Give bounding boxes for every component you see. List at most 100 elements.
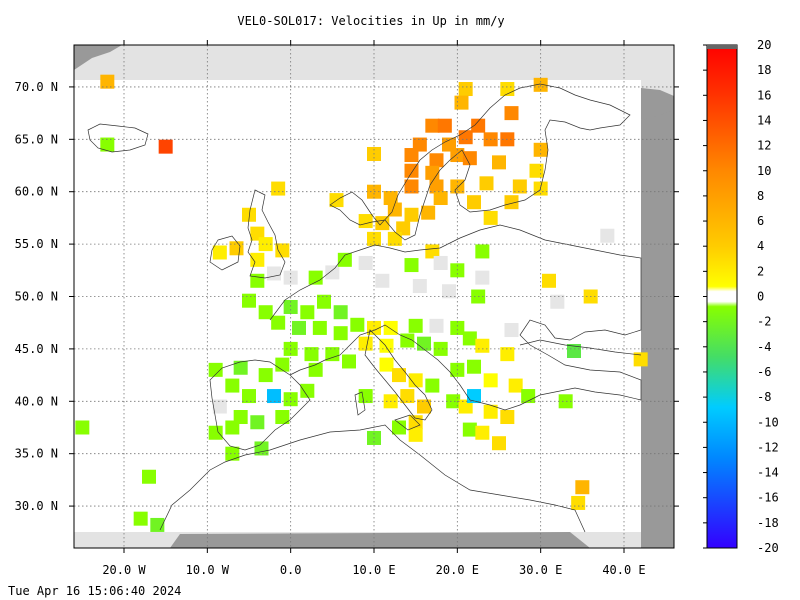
northwest-land (74, 45, 122, 70)
velocity-cell (492, 155, 506, 170)
velocity-cell (408, 373, 423, 388)
velocity-cell (358, 214, 373, 229)
coastline-africa (159, 424, 586, 533)
velocity-cell (450, 320, 465, 335)
velocity-cell (258, 368, 273, 383)
velocity-cell (433, 341, 448, 356)
colorbar-label: 12 (757, 139, 771, 153)
colorbar-label: 4 (757, 239, 764, 253)
velocity-cell (429, 179, 444, 194)
colorbar-label: 10 (757, 164, 771, 178)
colorbar-label: -6 (757, 365, 771, 379)
velocity-cell (258, 237, 273, 252)
velocity-cell (275, 243, 290, 258)
velocity-cell (379, 338, 394, 353)
colorbar-label: 2 (757, 264, 764, 278)
velocity-cell (633, 352, 648, 367)
velocity-cell (408, 318, 423, 333)
velocity-cell (133, 511, 148, 526)
east-mask (641, 100, 674, 548)
velocity-cell (417, 336, 431, 351)
colorbar-label: 18 (757, 63, 771, 77)
velocity-cell (242, 207, 256, 222)
x-tick-label: 10.0 E (352, 563, 395, 577)
velocity-cell (479, 176, 494, 191)
velocity-cell (550, 294, 565, 309)
velocity-cell (425, 165, 440, 180)
velocity-cell (462, 422, 477, 437)
velocity-cell (500, 410, 515, 425)
velocity-cell (100, 137, 115, 152)
velocity-cell (429, 153, 444, 168)
velocity-cell (558, 394, 573, 409)
y-tick-label: 60.0 N (15, 185, 58, 199)
velocity-cell (483, 210, 498, 225)
velocity-cell (471, 118, 486, 133)
colorbar-label: -12 (757, 440, 779, 454)
colorbar-label: 16 (757, 88, 771, 102)
y-tick-label: 65.0 N (15, 132, 58, 146)
velocity-cell (504, 323, 519, 338)
velocity-cell (508, 378, 523, 393)
velocity-cell (400, 333, 415, 348)
coastline-sardinia (354, 391, 366, 416)
velocity-cell (312, 320, 327, 335)
velocity-cell (325, 347, 340, 362)
coastlines (87, 83, 642, 533)
colorbar-label: -14 (757, 466, 779, 480)
velocity-cell (242, 293, 256, 308)
velocity-cell (475, 244, 490, 259)
x-tick-label: 20.0 E (436, 563, 479, 577)
velocity-cell (475, 270, 490, 285)
velocity-cell (412, 279, 427, 294)
velocity-cells (75, 74, 648, 532)
velocity-cell (342, 354, 356, 369)
velocity-cell (300, 383, 315, 398)
x-tick-label: 20.0 W (102, 563, 146, 577)
velocity-cell (271, 315, 286, 330)
velocity-cell (567, 343, 581, 358)
velocity-cell (462, 151, 477, 166)
colorbar-label: -16 (757, 491, 779, 505)
colorbar-label: 0 (757, 290, 764, 304)
coastline-italy (364, 329, 433, 421)
velocity-cell (429, 318, 444, 333)
velocity-cell (208, 425, 223, 440)
velocity-cell (267, 266, 281, 281)
coastline-iberia (209, 359, 311, 451)
velocity-cell (258, 305, 273, 320)
velocity-cell (400, 389, 415, 404)
coastline-sicily (394, 414, 421, 431)
velocity-cell (512, 179, 527, 194)
velocity-cell (462, 331, 477, 346)
velocity-cell (433, 190, 448, 205)
velocity-cell (283, 392, 298, 407)
velocity-cell (500, 347, 515, 362)
velocity-cell (375, 216, 390, 231)
velocity-cell (458, 130, 473, 145)
colorbar-label: -4 (757, 340, 771, 354)
velocity-cell (475, 338, 490, 353)
coastline-britain (247, 189, 286, 279)
south-land (170, 532, 590, 548)
x-tick-label: 30.0 E (519, 563, 562, 577)
velocity-cell (504, 106, 519, 121)
velocity-cell (404, 179, 419, 194)
velocity-cell (404, 207, 419, 222)
velocity-cell (212, 245, 227, 260)
colorbar-cap (707, 45, 737, 49)
velocity-cell (158, 139, 173, 154)
velocity-cell (492, 436, 506, 451)
velocity-cell (229, 241, 244, 256)
colorbar-labels: 20181614121086420-2-4-6-8-10-12-14-16-18… (703, 38, 779, 555)
velocity-cell (450, 148, 465, 163)
colorbar-label: 6 (757, 214, 764, 228)
velocity-cell (404, 148, 419, 163)
velocity-cell (467, 195, 481, 210)
grid-lines (74, 45, 674, 548)
velocity-cell (283, 299, 298, 314)
velocity-cell (529, 163, 544, 178)
x-tick-label: 0.0 (280, 563, 302, 577)
coastline-iceland (87, 123, 149, 153)
y-tick-label: 30.0 N (15, 499, 58, 513)
